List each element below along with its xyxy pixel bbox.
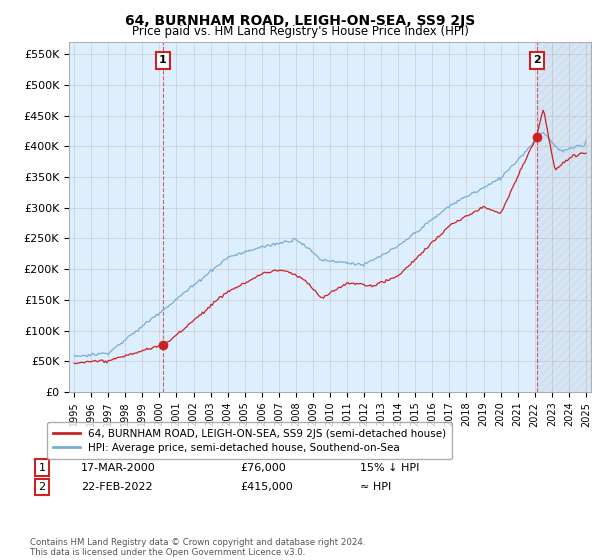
Text: £76,000: £76,000 xyxy=(240,463,286,473)
Text: £415,000: £415,000 xyxy=(240,482,293,492)
Text: Contains HM Land Registry data © Crown copyright and database right 2024.
This d: Contains HM Land Registry data © Crown c… xyxy=(30,538,365,557)
Text: ≈ HPI: ≈ HPI xyxy=(360,482,391,492)
Text: 17-MAR-2000: 17-MAR-2000 xyxy=(81,463,156,473)
Text: 22-FEB-2022: 22-FEB-2022 xyxy=(81,482,152,492)
Text: 64, BURNHAM ROAD, LEIGH-ON-SEA, SS9 2JS: 64, BURNHAM ROAD, LEIGH-ON-SEA, SS9 2JS xyxy=(125,14,475,28)
Text: 2: 2 xyxy=(533,55,541,66)
Text: 1: 1 xyxy=(159,55,167,66)
Text: 2: 2 xyxy=(38,482,46,492)
Text: 15% ↓ HPI: 15% ↓ HPI xyxy=(360,463,419,473)
Legend: 64, BURNHAM ROAD, LEIGH-ON-SEA, SS9 2JS (semi-detached house), HPI: Average pric: 64, BURNHAM ROAD, LEIGH-ON-SEA, SS9 2JS … xyxy=(47,422,452,459)
Text: 1: 1 xyxy=(38,463,46,473)
Text: Price paid vs. HM Land Registry's House Price Index (HPI): Price paid vs. HM Land Registry's House … xyxy=(131,25,469,38)
